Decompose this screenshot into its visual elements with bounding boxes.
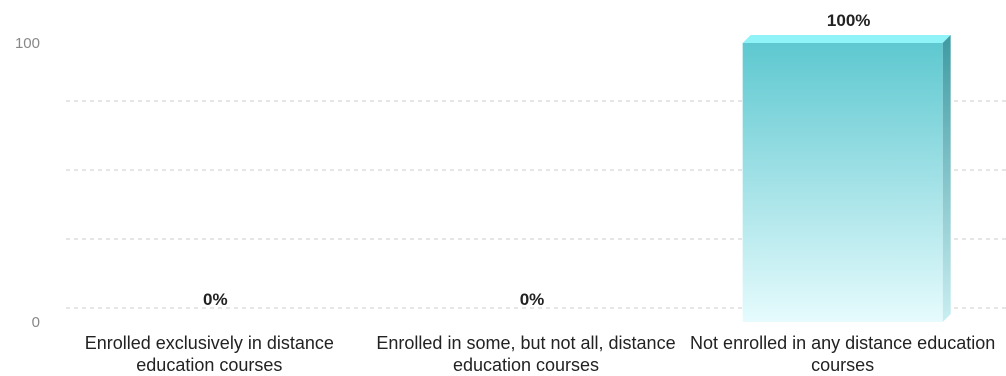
value-label: 0% xyxy=(203,290,228,309)
y-tick-label: 0 xyxy=(32,314,40,331)
value-label: 100% xyxy=(827,11,870,30)
y-tick-label: 100 xyxy=(15,35,40,52)
x-tick-label: Enrolled in some, but not all, distance … xyxy=(376,333,676,375)
bar-top xyxy=(742,35,951,43)
x-tick-label: Enrolled exclusively in distance educati… xyxy=(84,333,334,375)
bar-side xyxy=(942,35,951,322)
x-tick-label: Not enrolled in any distance education c… xyxy=(690,333,996,375)
value-label: 0% xyxy=(520,290,545,309)
bar xyxy=(742,43,943,322)
